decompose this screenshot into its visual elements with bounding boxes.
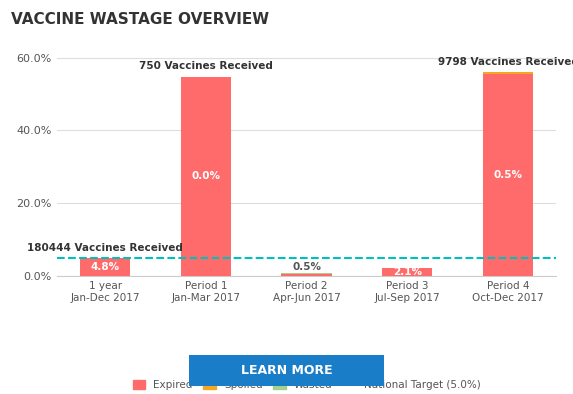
Text: 0.0%: 0.0%: [191, 171, 221, 181]
Text: 4.8%: 4.8%: [91, 262, 120, 272]
Bar: [483, 72, 533, 74]
Text: 750 Vaccines Received: 750 Vaccines Received: [139, 61, 273, 71]
Legend: Expired, Spoiled, Wasted, National Target (5.0%): Expired, Spoiled, Wasted, National Targe…: [132, 380, 481, 390]
Text: VACCINE WASTAGE OVERVIEW: VACCINE WASTAGE OVERVIEW: [11, 12, 269, 27]
Text: LEARN MORE: LEARN MORE: [241, 364, 332, 377]
Bar: [382, 268, 433, 276]
Text: 2.1%: 2.1%: [393, 267, 422, 277]
Text: 180444 Vaccines Received: 180444 Vaccines Received: [27, 243, 183, 253]
Text: 0.5%: 0.5%: [292, 262, 321, 272]
Text: 0.5%: 0.5%: [493, 170, 523, 180]
Bar: [80, 258, 130, 276]
Text: 9798 Vaccines Received: 9798 Vaccines Received: [438, 57, 573, 67]
Bar: [483, 74, 533, 276]
Bar: [180, 77, 231, 276]
Bar: [281, 274, 332, 276]
